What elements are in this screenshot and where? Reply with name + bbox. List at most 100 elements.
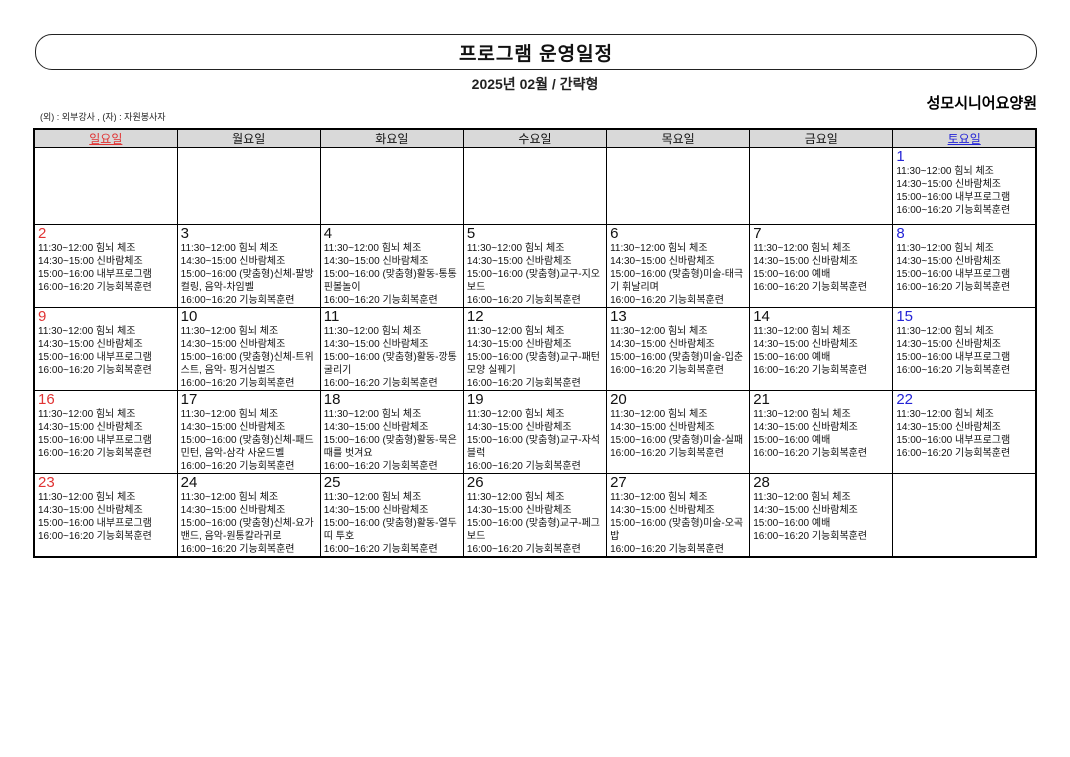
weekday-header-weekday: 금요일 <box>749 128 894 148</box>
event-line: 11:30~12:00 힘뇌 체조 <box>753 492 851 503</box>
day-number: 28 <box>753 474 770 491</box>
event-line: 15:00~16:00 (맞춤형)신체-패드민턴, 음악-삼각 사운드벨 <box>180 435 314 459</box>
event-line: 14:30~15:00 신바람체조 <box>38 422 143 433</box>
event-line: 16:00~16:20 기능회복훈련 <box>38 365 152 376</box>
day-number: 23 <box>38 474 55 491</box>
event-line: 11:30~12:00 힘뇌 체조 <box>610 243 708 254</box>
event-line: 16:00~16:20 기능회복훈련 <box>753 531 868 542</box>
event-line: 11:30~12:00 힘뇌 체조 <box>323 409 422 420</box>
calendar-day-cell: 7 11:30~12:00 힘뇌 체조 14:30~15:00 신바람체조 15:00… <box>749 224 894 308</box>
event-line: 14:30~15:00 신바람체조 <box>896 179 1002 190</box>
event-line: 15:00~16:00 예배 <box>753 435 831 446</box>
event-line: 11:30~12:00 힘뇌 체조 <box>610 409 708 420</box>
event-line: 16:00~16:20 기능회복훈련 <box>753 282 868 293</box>
event-line: 15:00~16:00 (맞춤형)교구-자석블럭 <box>466 435 600 459</box>
calendar-day-cell: 3 11:30~12:00 힘뇌 체조 14:30~15:00 신바람체조 15:00… <box>176 224 321 308</box>
event-line: 11:30~12:00 힘뇌 체조 <box>896 243 994 254</box>
event-line: 15:00~16:00 (맞춤형)활동-깡통 굴리기 <box>323 352 457 376</box>
calendar-day-cell: 28 11:30~12:00 힘뇌 체조 14:30~15:00 신바람체조 15:0… <box>749 473 894 558</box>
event-line: 15:00~16:00 (맞춤형)활동-통통 핀볼놀이 <box>323 269 457 293</box>
event-line: 15:00~16:00 내부프로그램 <box>38 518 152 529</box>
weekday-header-weekday: 월요일 <box>176 128 321 148</box>
event-line: 11:30~12:00 힘뇌 체조 <box>180 492 279 503</box>
calendar-day-cell: 12 11:30~12:00 힘뇌 체조 14:30~15:00 신바람체조 15:0… <box>462 307 608 391</box>
event-line: 14:30~15:00 신바람체조 <box>753 339 858 350</box>
calendar-day-cell: 17 11:30~12:00 힘뇌 체조 14:30~15:00 신바람체조 15:0… <box>176 390 321 474</box>
event-line: 11:30~12:00 힘뇌 체조 <box>753 326 851 337</box>
calendar-week-row: 1 11:30~12:00 힘뇌 체조 14:30~15:00 신바람체조 15:00… <box>33 147 1037 225</box>
event-line: 16:00~16:20 기능회복훈련 <box>896 365 1011 376</box>
event-line: 15:00~16:00 (맞춤형)교구-지오보드 <box>466 269 600 293</box>
day-number: 3 <box>180 225 189 242</box>
day-number <box>893 474 1035 491</box>
day-number <box>35 148 177 165</box>
event-line: 16:00~16:20 기능회복훈련 <box>610 365 724 376</box>
day-number <box>750 148 892 165</box>
day-number: 14 <box>753 308 770 325</box>
calendar-day-cell: 1 11:30~12:00 힘뇌 체조 14:30~15:00 신바람체조 15:00… <box>892 147 1037 225</box>
event-line: 15:00~16:00 예배 <box>753 352 831 363</box>
day-number: 19 <box>466 391 484 408</box>
event-line: 14:30~15:00 신바람체조 <box>323 339 429 350</box>
calendar-day-cell: 18 11:30~12:00 힘뇌 체조 14:30~15:00 신바람체조 15:0… <box>319 390 464 474</box>
event-line: 14:30~15:00 신바람체조 <box>323 505 429 516</box>
weekday-header-weekday: 수요일 <box>462 128 608 148</box>
day-number: 15 <box>896 308 914 325</box>
weekday-header-row: 일요일 월요일 화요일 수요일 목요일 금요일 토요일 <box>33 128 1037 148</box>
calendar-day-cell <box>606 147 751 225</box>
calendar-day-cell: 25 11:30~12:00 힘뇌 체조 14:30~15:00 신바람체조 15:0… <box>319 473 464 558</box>
calendar-day-cell: 10 11:30~12:00 힘뇌 체조 14:30~15:00 신바람체조 15:0… <box>176 307 321 391</box>
event-line: 11:30~12:00 힘뇌 체조 <box>896 409 994 420</box>
event-line: 11:30~12:00 힘뇌 체조 <box>38 326 136 337</box>
event-line: 14:30~15:00 신바람체조 <box>38 339 143 350</box>
event-line: 11:30~12:00 힘뇌 체조 <box>466 492 565 503</box>
event-line: 15:00~16:00 내부프로그램 <box>38 435 152 446</box>
event-line: 11:30~12:00 힘뇌 체조 <box>38 409 136 420</box>
event-line: 14:30~15:00 신바람체조 <box>610 505 715 516</box>
event-line: 14:30~15:00 신바람체조 <box>180 339 286 350</box>
event-line: 14:30~15:00 신바람체조 <box>180 256 286 267</box>
event-line: 11:30~12:00 힘뇌 체조 <box>180 243 279 254</box>
event-line: 15:00~16:00 내부프로그램 <box>38 352 152 363</box>
calendar-day-cell <box>319 147 464 225</box>
event-line: 14:30~15:00 신바람체조 <box>753 505 858 516</box>
event-line: 11:30~12:00 힘뇌 체조 <box>753 409 851 420</box>
event-line: 14:30~15:00 신바람체조 <box>753 422 858 433</box>
event-line: 14:30~15:00 신바람체조 <box>323 422 429 433</box>
event-line: 16:00~16:20 기능회복훈련 <box>323 461 438 472</box>
event-line: 11:30~12:00 힘뇌 체조 <box>896 166 994 177</box>
calendar-day-cell: 2 11:30~12:00 힘뇌 체조 14:30~15:00 신바람체조 15:00… <box>33 224 178 308</box>
event-line: 16:00~16:20 기능회복훈련 <box>610 295 724 306</box>
calendar-day-cell <box>33 147 178 225</box>
calendar-day-cell: 9 11:30~12:00 힘뇌 체조 14:30~15:00 신바람체조 15:00… <box>33 307 178 391</box>
event-line: 14:30~15:00 신바람체조 <box>610 339 715 350</box>
event-line: 16:00~16:20 기능회복훈련 <box>753 365 868 376</box>
calendar-day-cell: 8 11:30~12:00 힘뇌 체조 14:30~15:00 신바람체조 15:00… <box>892 224 1037 308</box>
page-title: 프로그램 운영일정 <box>458 43 614 65</box>
calendar-day-cell: 23 11:30~12:00 힘뇌 체조 14:30~15:00 신바람체조 15:0… <box>33 473 178 558</box>
event-line: 14:30~15:00 신바람체조 <box>38 505 143 516</box>
event-line: 11:30~12:00 힘뇌 체조 <box>753 243 851 254</box>
day-number: 11 <box>323 308 340 325</box>
event-line: 16:00~16:20 기능회복훈련 <box>180 461 295 472</box>
event-line: 15:00~16:00 (맞춤형)신체-팔방컬링, 음악-차임벨 <box>180 269 314 293</box>
event-line: 15:00~16:00 (맞춤형)미술-오곡밥 <box>610 518 744 542</box>
event-line: 11:30~12:00 힘뇌 체조 <box>323 326 422 337</box>
day-number <box>321 148 463 165</box>
calendar-week-row: 9 11:30~12:00 힘뇌 체조 14:30~15:00 신바람체조 15:00… <box>33 307 1037 391</box>
event-line: 16:00~16:20 기능회복훈련 <box>323 544 438 555</box>
event-line: 15:00~16:00 예배 <box>753 518 831 529</box>
calendar-day-cell: 19 11:30~12:00 힘뇌 체조 14:30~15:00 신바람체조 15:0… <box>462 390 608 474</box>
weekday-header-weekday: 목요일 <box>606 128 751 148</box>
calendar-week-row: 16 11:30~12:00 힘뇌 체조 14:30~15:00 신바람체조 15:0… <box>33 390 1037 474</box>
day-number: 5 <box>466 225 476 242</box>
event-line: 16:00~16:20 기능회복훈련 <box>896 282 1011 293</box>
day-number: 10 <box>180 308 198 325</box>
event-line: 11:30~12:00 힘뇌 체조 <box>180 326 279 337</box>
calendar-day-cell <box>892 473 1037 558</box>
calendar-day-cell: 11 11:30~12:00 힘뇌 체조 14:30~15:00 신바람체조 15:0… <box>319 307 464 391</box>
event-line: 14:30~15:00 신바람체조 <box>466 339 572 350</box>
day-number: 22 <box>896 391 914 408</box>
event-line: 11:30~12:00 힘뇌 체조 <box>610 326 708 337</box>
event-line: 11:30~12:00 힘뇌 체조 <box>180 409 279 420</box>
